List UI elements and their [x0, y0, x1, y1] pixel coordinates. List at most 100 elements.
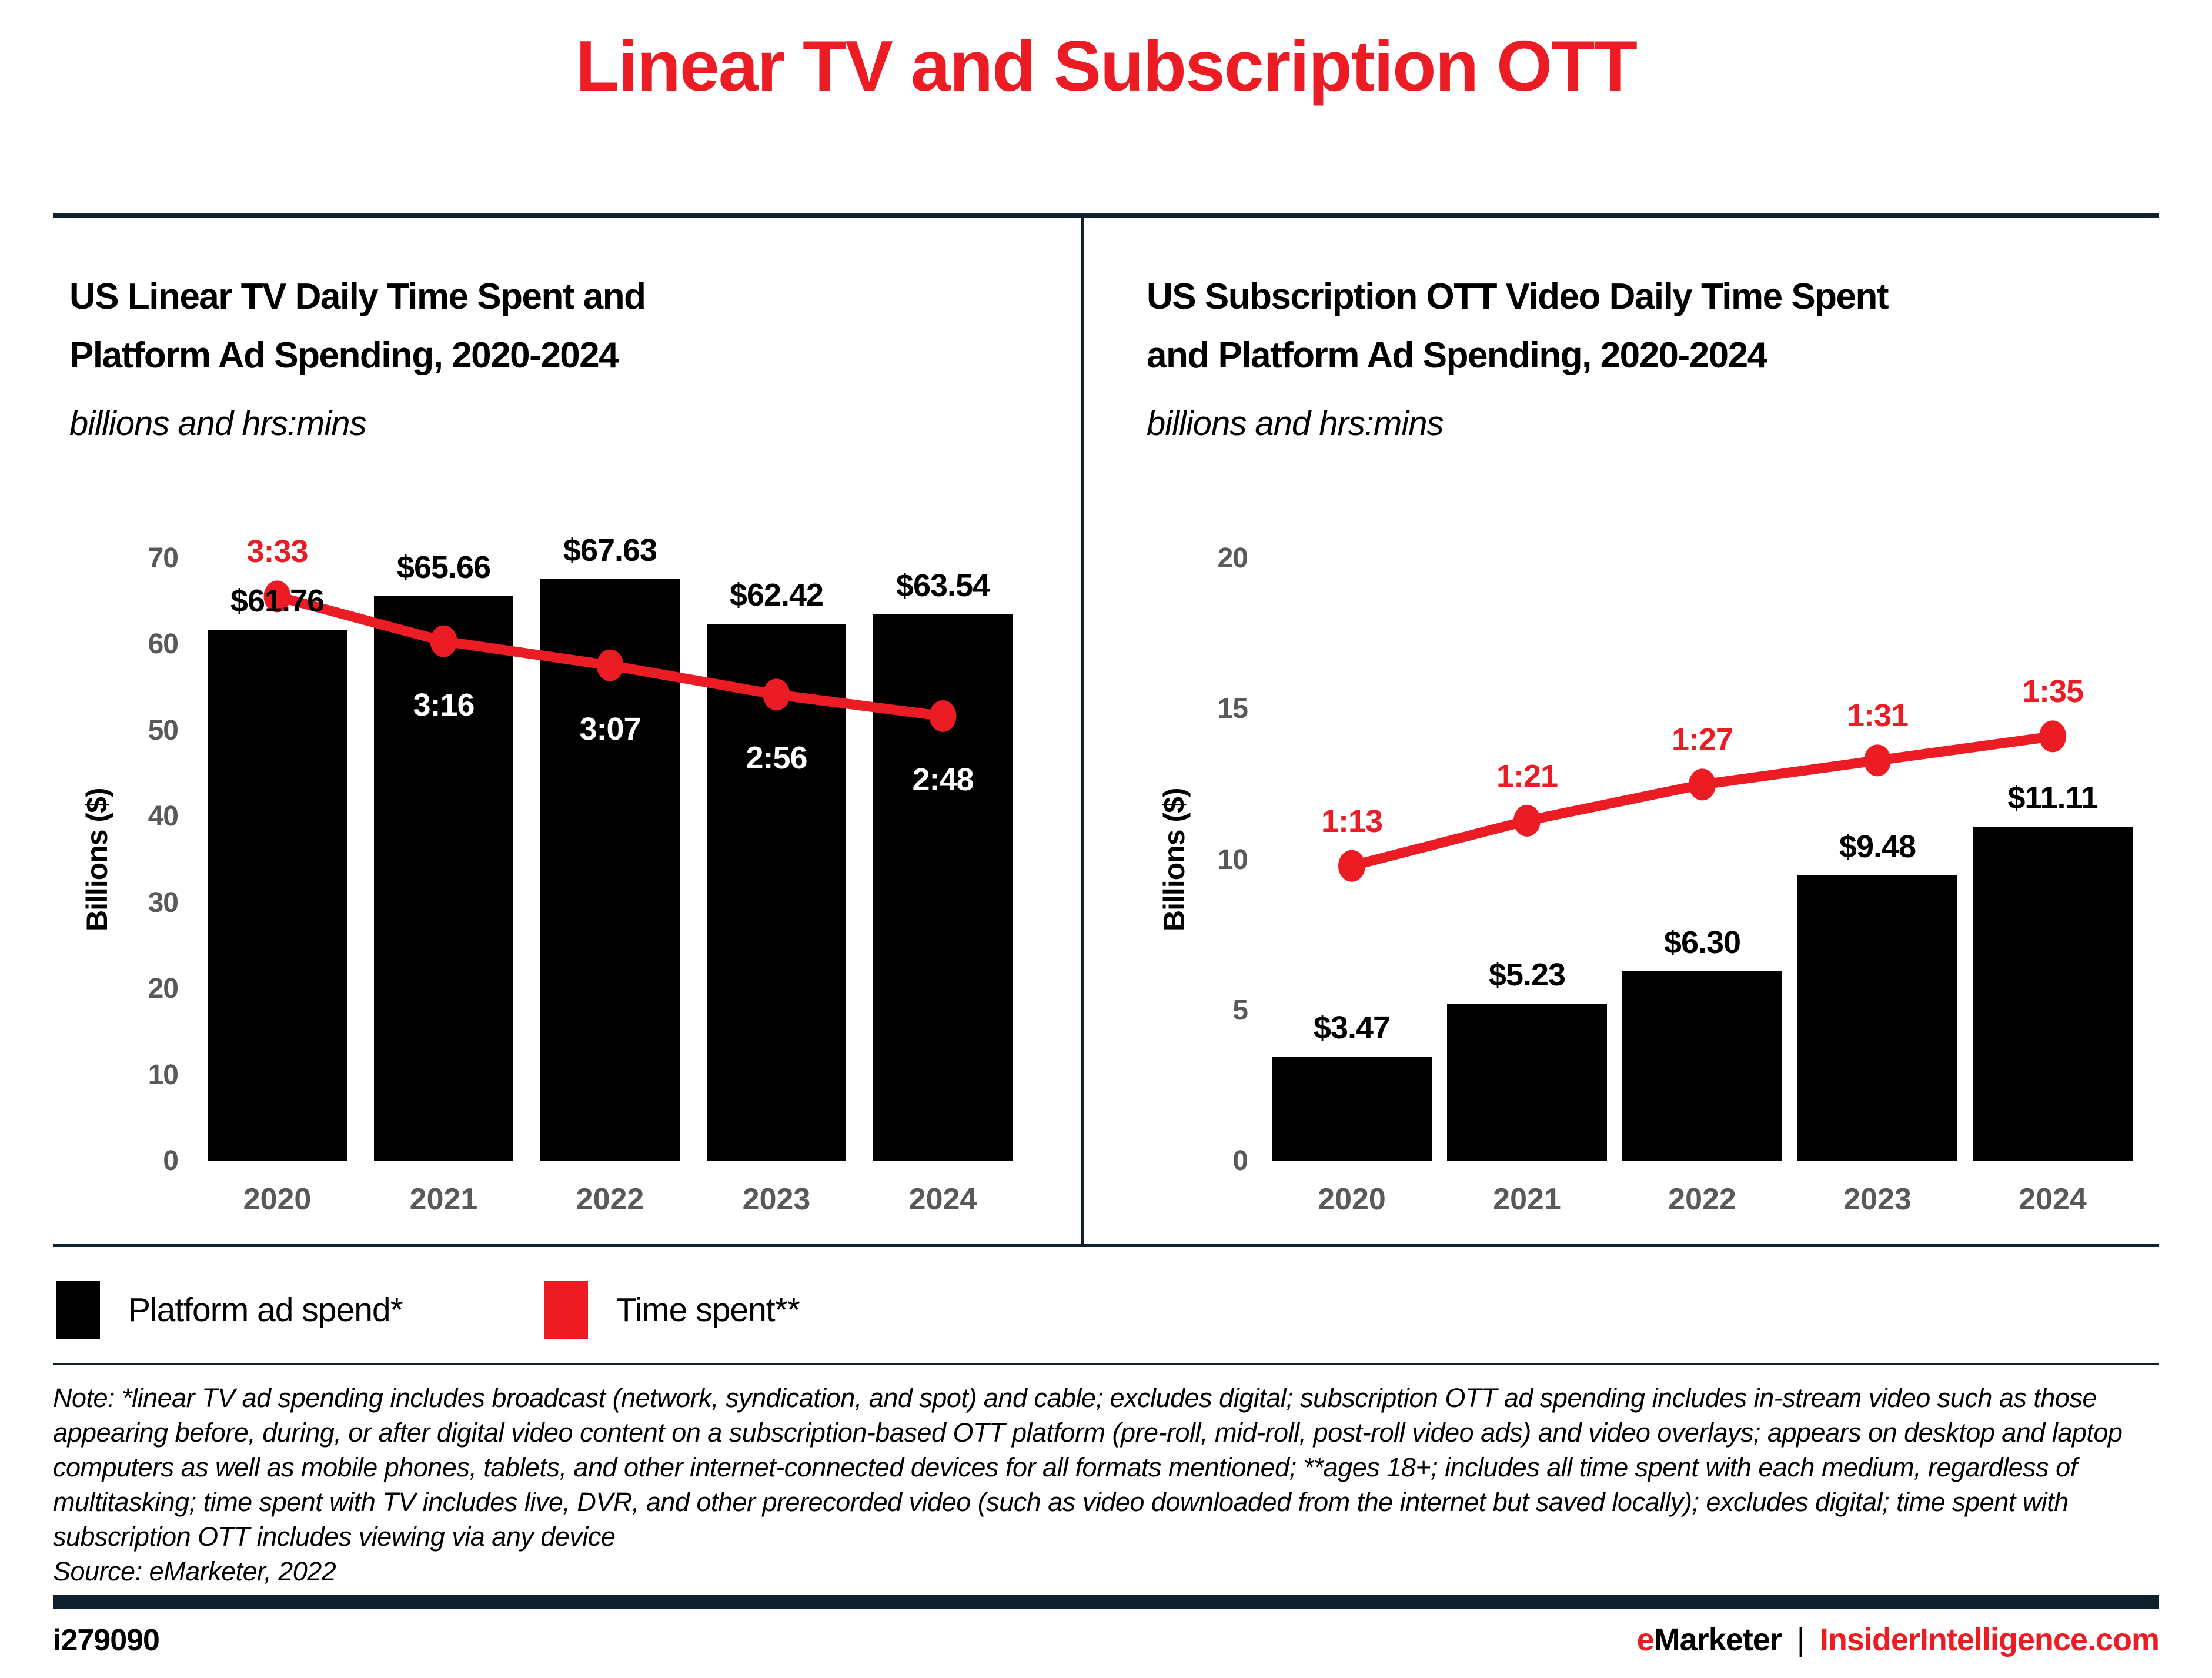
- y-tick: 15: [1217, 693, 1248, 725]
- bar: [1797, 875, 1957, 1161]
- y-tick: 50: [148, 714, 179, 746]
- bar-value-label: $3.47: [1313, 1010, 1391, 1046]
- bar-value-label: $6.30: [1663, 925, 1741, 961]
- line-marker-icon: [2039, 720, 2066, 753]
- bar-value-label: $63.54: [896, 567, 990, 603]
- chart-title: US Linear TV Daily Time Spent and Platfor…: [69, 268, 857, 385]
- footnote: Note: *linear TV ad spending includes br…: [53, 1380, 2164, 1589]
- footer: i279090 eMarketer | InsiderIntelligence.co…: [53, 1622, 2160, 1658]
- y-tick: 20: [1217, 543, 1248, 574]
- ad-spend-swatch-icon: [56, 1281, 100, 1339]
- chart-title-line1: US Linear TV Daily Time Spent and: [69, 276, 646, 317]
- chart-bottom-divider: [53, 1244, 2159, 1247]
- footer-bar: [53, 1595, 2159, 1609]
- line-marker-icon: [1513, 804, 1541, 837]
- time-spent-label: 1:27: [1671, 722, 1733, 758]
- y-tick: 20: [148, 973, 179, 1005]
- line-marker-icon: [763, 678, 790, 711]
- bar-value-label: $62.42: [729, 577, 824, 613]
- legend-label: Time spent**: [616, 1291, 800, 1329]
- brand-lockup: eMarketer | InsiderIntelligence.com: [1636, 1622, 2160, 1658]
- time-spent-label: 3:07: [579, 711, 641, 747]
- bar: [1272, 1057, 1432, 1161]
- y-tick: 10: [148, 1059, 179, 1091]
- x-axis-labels: 2020 2021 2022 2023 2024: [1264, 1182, 2140, 1217]
- bar: [706, 624, 847, 1161]
- bar-value-label: $67.63: [563, 532, 657, 568]
- line-marker-icon: [430, 625, 457, 657]
- chart-title: US Subscription OTT Video Daily Time Spe…: [1147, 268, 2134, 385]
- x-tick: 2021: [409, 1182, 478, 1216]
- bar: [1973, 826, 2133, 1161]
- time-spent-label: 1:35: [2021, 674, 2084, 710]
- legend-item-ad-spend: Platform ad spend*: [56, 1281, 403, 1339]
- y-tick: 10: [1217, 844, 1248, 875]
- chart-subscription-ott: US Subscription OTT Video Daily Time Spe…: [1147, 218, 2187, 1244]
- brand-emarketer-rest: Marketer: [1653, 1622, 1782, 1657]
- top-divider: [53, 213, 2159, 218]
- page-title: Linear TV and Subscription OTT: [575, 26, 1638, 106]
- bar-value-label: $61.76: [230, 583, 325, 619]
- x-tick: 2022: [1668, 1182, 1736, 1216]
- chart-title-line2: and Platform Ad Spending, 2020-2024: [1147, 335, 1767, 376]
- legend: Platform ad spend* Time spent**: [56, 1281, 800, 1339]
- time-spent-label: 1:13: [1321, 803, 1383, 839]
- time-spent-label: 2:48: [912, 761, 974, 797]
- plot-area: $61.76 $65.66 $67.63 $62.42 $63.54 3:33 3:16 3:…: [194, 533, 1026, 1161]
- y-tick: 30: [148, 887, 179, 918]
- bar: [1622, 971, 1782, 1161]
- y-axis-ticks: 70 60 50 40 30 20 10 0: [69, 543, 179, 1176]
- legend-item-time-spent: Time spent**: [543, 1281, 800, 1339]
- x-axis-labels: 2020 2021 2022 2023 2024: [194, 1182, 1026, 1217]
- time-spent-label: 1:31: [1846, 698, 1909, 734]
- time-spent-line: [263, 580, 957, 732]
- brand-emarketer-e: e: [1636, 1622, 1655, 1657]
- y-tick: 70: [148, 543, 179, 574]
- y-tick: 0: [163, 1145, 179, 1176]
- chart-subtitle: billions and hrs:mins: [1147, 405, 1444, 443]
- x-tick: 2022: [576, 1182, 644, 1216]
- time-spent-label: 2:56: [746, 740, 807, 776]
- time-spent-label: 1:21: [1496, 758, 1558, 794]
- bar-value-label: $5.23: [1488, 957, 1566, 992]
- time-spent-swatch-icon: [543, 1281, 588, 1339]
- time-spent-label: 3:33: [246, 534, 308, 570]
- bar: [207, 629, 347, 1161]
- x-tick: 2023: [1843, 1182, 1912, 1216]
- chart-subtitle: billions and hrs:mins: [69, 405, 366, 443]
- chart-title-line2: Platform Ad Spending, 2020-2024: [69, 335, 619, 376]
- x-tick: 2021: [1493, 1182, 1561, 1216]
- chart-title-line1: US Subscription OTT Video Daily Time Spe…: [1147, 276, 1889, 317]
- time-spent-label: 3:16: [413, 687, 475, 723]
- y-axis-ticks: 20 15 10 5 0: [1147, 543, 1248, 1176]
- y-tick: 5: [1232, 994, 1248, 1026]
- brand-site-link: InsiderIntelligence.com: [1819, 1622, 2160, 1657]
- line-marker-icon: [1338, 850, 1365, 882]
- bar-value-label: $65.66: [396, 549, 491, 585]
- bar: [1447, 1003, 1607, 1161]
- legend-label: Platform ad spend*: [128, 1291, 403, 1329]
- x-tick: 2023: [742, 1182, 811, 1216]
- source-text: Source: eMarketer, 2022: [53, 1556, 336, 1586]
- plot-area: $3.47 $5.23 $6.30 $9.48 $11.11 1:13 1:21 1:27 1:…: [1264, 559, 2140, 1161]
- line-marker-icon: [929, 700, 957, 732]
- chart-linear-tv: US Linear TV Daily Time Spent and Platfor…: [69, 218, 1069, 1244]
- brand-separator: |: [1796, 1622, 1805, 1657]
- line-marker-icon: [596, 649, 624, 681]
- y-tick: 40: [148, 801, 179, 833]
- note-divider: [53, 1363, 2159, 1365]
- x-tick: 2020: [1318, 1182, 1386, 1216]
- y-tick: 0: [1232, 1145, 1248, 1176]
- bar-value-label: $11.11: [2007, 780, 2098, 815]
- x-tick: 2024: [2019, 1182, 2087, 1216]
- chart-id: i279090: [53, 1623, 160, 1657]
- line-marker-icon: [263, 580, 291, 613]
- note-text: Note: *linear TV ad spending includes br…: [53, 1383, 2123, 1552]
- line-marker-icon: [1864, 744, 1891, 777]
- time-spent-line: [1338, 720, 2066, 882]
- bar-value-label: $9.48: [1839, 829, 1916, 865]
- vertical-divider: [1081, 218, 1084, 1244]
- line-marker-icon: [1689, 768, 1716, 801]
- x-tick: 2024: [908, 1182, 977, 1216]
